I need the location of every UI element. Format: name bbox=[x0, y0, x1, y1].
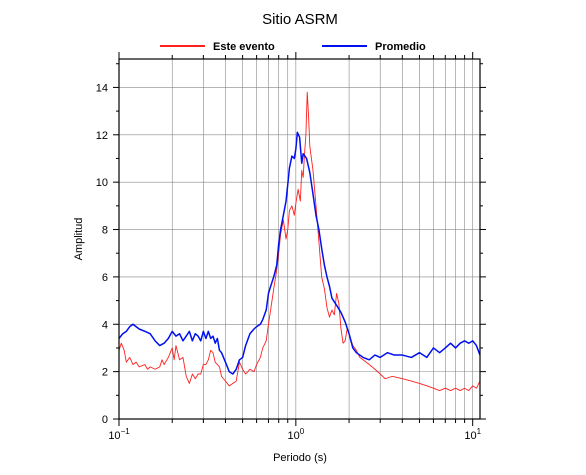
series-line-promedio bbox=[118, 131, 481, 375]
y-tick-label: 8 bbox=[102, 225, 108, 237]
plot-frame bbox=[118, 58, 481, 420]
y-tick-label: 10 bbox=[96, 177, 108, 189]
y-tick-label: 12 bbox=[96, 130, 108, 142]
grid bbox=[118, 59, 480, 420]
legend: Este evento Promedio bbox=[160, 41, 426, 53]
x-tick-label: 101 bbox=[464, 427, 481, 442]
y-axis-label: Amplitud bbox=[73, 218, 85, 261]
series-line-este-evento bbox=[118, 91, 481, 392]
x-tick-label: 100 bbox=[287, 427, 304, 442]
legend-label-promedio: Promedio bbox=[375, 41, 426, 53]
axis-ticks: 0 2 4 6 8 10 12 14 10−1 100 101 bbox=[96, 52, 486, 442]
legend-label-este-evento: Este evento bbox=[213, 41, 275, 53]
x-axis-label: Periodo (s) bbox=[273, 452, 327, 464]
x-tick-label: 10−1 bbox=[108, 427, 130, 442]
y-tick-label: 4 bbox=[102, 319, 108, 331]
chart-title: Sitio ASRM bbox=[262, 11, 338, 28]
y-tick-label: 14 bbox=[96, 82, 108, 94]
y-tick-label: 6 bbox=[102, 272, 108, 284]
series-layer bbox=[118, 91, 481, 392]
y-tick-label: 0 bbox=[102, 414, 108, 426]
y-tick-label: 2 bbox=[102, 367, 108, 379]
